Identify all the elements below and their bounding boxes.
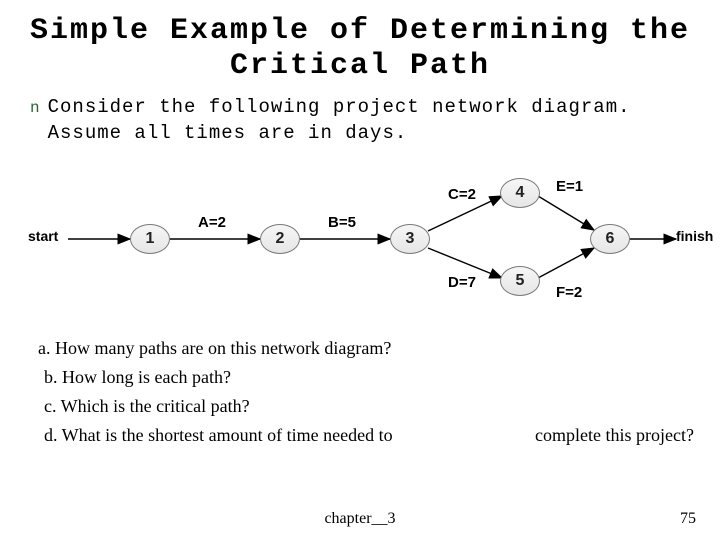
bullet-row: n Consider the following project network… <box>0 83 720 146</box>
edge-label-4: E=1 <box>556 178 583 195</box>
title-line-1: Simple Example of Determining the <box>24 14 696 49</box>
edge-label-5: F=2 <box>556 284 582 301</box>
footer-page: 75 <box>680 510 696 528</box>
question-d-left: d. What is the shortest amount of time n… <box>44 425 393 446</box>
edge-label-0: A=2 <box>198 214 226 231</box>
finish-label: finish <box>676 228 713 244</box>
slide-title: Simple Example of Determining the Critic… <box>0 0 720 83</box>
title-line-2: Critical Path <box>24 49 696 84</box>
start-label: start <box>28 228 58 244</box>
question-d-right: complete this project? <box>535 425 700 446</box>
questions-block: a. How many paths are on this network di… <box>0 316 720 450</box>
question-c: c. Which is the critical path? <box>38 392 700 421</box>
question-d: d. What is the shortest amount of time n… <box>38 421 700 450</box>
edge-label-2: C=2 <box>448 186 476 203</box>
network-diagram: 123456 startfinishA=2B=5C=2D=7E=1F=2 <box>0 156 720 316</box>
footer-chapter: chapter__3 <box>0 510 720 528</box>
question-b: b. How long is each path? <box>38 363 700 392</box>
edge-label-1: B=5 <box>328 214 356 231</box>
bullet-icon: n <box>30 99 40 117</box>
question-a: a. How many paths are on this network di… <box>38 334 700 363</box>
edge-label-3: D=7 <box>448 274 476 291</box>
bullet-text: Consider the following project network d… <box>48 95 684 146</box>
